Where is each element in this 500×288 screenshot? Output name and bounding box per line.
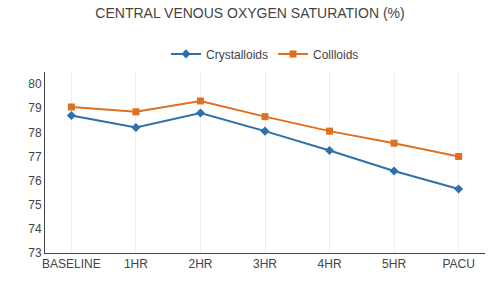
svg-text:80: 80 (28, 77, 42, 91)
svg-text:Crystalloids: Crystalloids (206, 48, 268, 62)
svg-text:Collloids: Collloids (313, 48, 358, 62)
svg-text:77: 77 (28, 150, 42, 164)
svg-text:73: 73 (28, 246, 42, 260)
svg-text:4HR: 4HR (318, 257, 342, 271)
svg-text:1HR: 1HR (124, 257, 148, 271)
svg-text:BASELINE: BASELINE (42, 257, 101, 271)
svg-text:2HR: 2HR (188, 257, 212, 271)
svg-text:3HR: 3HR (253, 257, 277, 271)
svg-text:5HR: 5HR (382, 257, 406, 271)
svg-text:74: 74 (28, 222, 42, 236)
svg-text:76: 76 (28, 174, 42, 188)
svg-text:79: 79 (28, 101, 42, 115)
svg-text:75: 75 (28, 198, 42, 212)
svg-text:78: 78 (28, 126, 42, 140)
svg-text:CENTRAL VENOUS OXYGEN SATURATI: CENTRAL VENOUS OXYGEN SATURATION (%) (95, 5, 404, 21)
svg-text:PACU: PACU (442, 257, 474, 271)
